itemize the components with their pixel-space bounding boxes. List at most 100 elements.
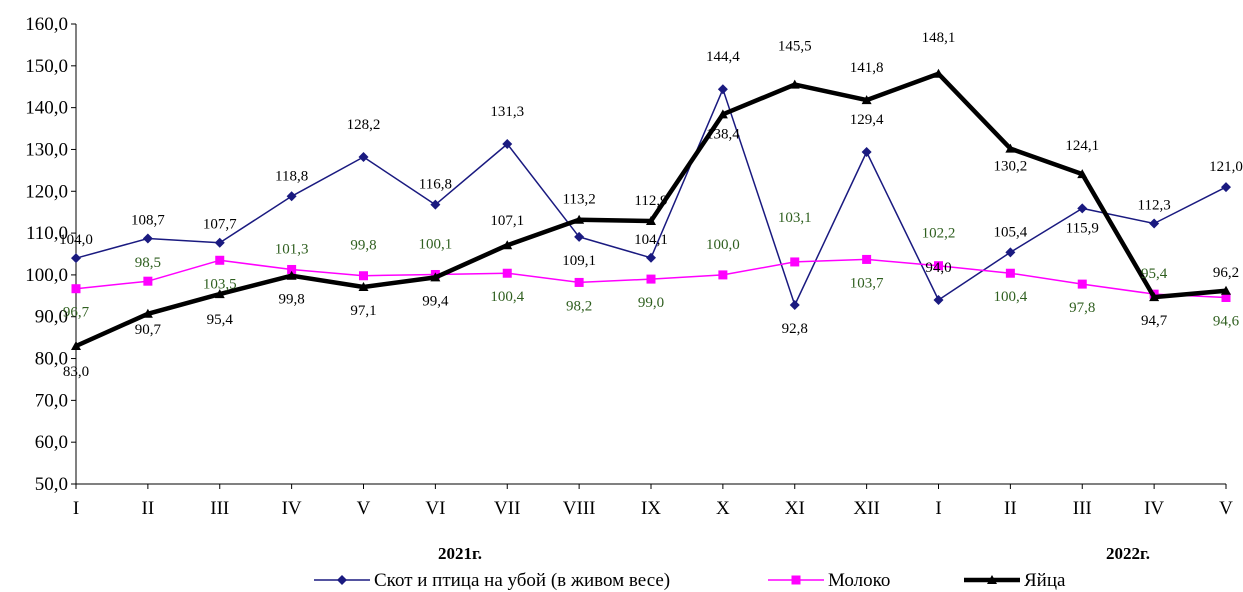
legend-item-3: Яйца bbox=[964, 570, 1066, 591]
x-tick-label: XI bbox=[785, 498, 805, 519]
data-label: 112,3 bbox=[1138, 197, 1171, 213]
data-label: 130,2 bbox=[994, 159, 1028, 175]
y-tick-label: 60,0 bbox=[35, 432, 68, 453]
data-label: 103,7 bbox=[850, 275, 884, 291]
data-point bbox=[502, 240, 513, 250]
data-label: 99,8 bbox=[350, 238, 376, 254]
year-label-2021: 2021г. bbox=[438, 544, 482, 563]
data-point bbox=[1149, 218, 1160, 229]
y-tick-label: 80,0 bbox=[35, 349, 68, 370]
data-point bbox=[861, 146, 872, 157]
data-point bbox=[502, 268, 512, 278]
data-label: 118,8 bbox=[275, 168, 308, 184]
data-label: 95,4 bbox=[207, 312, 234, 328]
legend: Скот и птица на убой (в живом весе) Молок… bbox=[314, 570, 1066, 591]
y-tick-label: 110,0 bbox=[26, 223, 68, 244]
data-point bbox=[286, 270, 297, 280]
x-tick-label: II bbox=[1004, 498, 1017, 519]
data-label: 95,4 bbox=[1141, 266, 1168, 282]
data-label: 129,4 bbox=[850, 112, 884, 128]
y-tick-label: 130,0 bbox=[25, 139, 68, 160]
y-tick-label: 90,0 bbox=[35, 307, 68, 328]
data-point bbox=[358, 282, 369, 292]
data-point bbox=[143, 276, 153, 286]
series-lines bbox=[71, 68, 1231, 350]
data-point bbox=[1077, 169, 1088, 179]
x-tick-label: I bbox=[935, 498, 941, 519]
data-label: 124,1 bbox=[1065, 138, 1099, 154]
x-tick-label: X bbox=[716, 498, 730, 519]
data-label: 98,2 bbox=[566, 298, 592, 314]
data-label: 94,7 bbox=[1141, 313, 1168, 329]
x-tick-label: VII bbox=[494, 498, 520, 519]
data-label: 90,7 bbox=[135, 322, 162, 338]
data-label: 128,2 bbox=[347, 117, 381, 133]
legend-marker bbox=[791, 575, 801, 585]
x-tick-label: IX bbox=[641, 498, 661, 519]
data-label: 141,8 bbox=[850, 60, 884, 76]
data-label: 105,4 bbox=[994, 224, 1028, 240]
data-point bbox=[1077, 279, 1087, 289]
data-point bbox=[789, 300, 800, 311]
data-label: 100,0 bbox=[706, 237, 740, 253]
data-point bbox=[933, 295, 944, 305]
data-point bbox=[142, 308, 153, 318]
data-point bbox=[861, 95, 872, 105]
data-label: 107,1 bbox=[490, 213, 524, 229]
data-label: 148,1 bbox=[922, 30, 956, 46]
data-label: 97,8 bbox=[1069, 300, 1095, 316]
y-tick-label: 100,0 bbox=[25, 265, 68, 286]
x-tick-label: V bbox=[1219, 498, 1233, 519]
legend-marker bbox=[987, 575, 997, 584]
data-label: 112,9 bbox=[634, 193, 667, 209]
x-tick-label: III bbox=[1073, 498, 1092, 519]
axes: 50,0 60,0 70,0 80,0 90,0 100,0 110,0 120,0 130,0… bbox=[25, 14, 1233, 519]
data-point bbox=[1005, 247, 1016, 258]
year-label-2022: 2022г. bbox=[1106, 544, 1150, 563]
data-point bbox=[142, 233, 153, 244]
data-label: 144,4 bbox=[706, 49, 740, 65]
data-label: 94,0 bbox=[925, 260, 951, 276]
data-point bbox=[1149, 292, 1160, 302]
y-tick-label: 140,0 bbox=[25, 98, 68, 119]
data-point bbox=[1077, 203, 1088, 214]
series-1 bbox=[71, 84, 1231, 311]
y-tick-label: 70,0 bbox=[35, 390, 68, 411]
x-tick-label: V bbox=[357, 498, 371, 519]
y-tick-label: 160,0 bbox=[25, 14, 68, 35]
data-point bbox=[574, 231, 585, 242]
data-labels: 104,0 108,7 107,7 118,8 128,2 116,8 131,3 109,1… bbox=[59, 30, 1243, 380]
data-label: 107,7 bbox=[203, 217, 237, 233]
data-label: 100,1 bbox=[419, 236, 453, 252]
data-point bbox=[215, 255, 225, 265]
data-point bbox=[789, 79, 800, 89]
data-label: 103,1 bbox=[778, 210, 812, 226]
data-label: 104,1 bbox=[634, 232, 668, 248]
data-label: 131,3 bbox=[490, 104, 524, 120]
data-point bbox=[214, 237, 225, 248]
data-label: 145,5 bbox=[778, 39, 812, 55]
data-point bbox=[214, 289, 225, 299]
data-label: 109,1 bbox=[562, 253, 596, 269]
data-point bbox=[862, 254, 872, 264]
data-point bbox=[717, 84, 728, 95]
data-point bbox=[358, 151, 369, 162]
data-point bbox=[646, 215, 656, 225]
y-tick-label: 50,0 bbox=[35, 474, 68, 495]
data-point bbox=[286, 191, 297, 202]
data-label: 138,4 bbox=[706, 126, 740, 142]
data-point bbox=[1221, 285, 1231, 295]
data-label: 102,2 bbox=[922, 226, 956, 242]
data-label: 99,4 bbox=[422, 293, 449, 309]
data-point bbox=[646, 274, 656, 284]
data-point bbox=[359, 271, 368, 281]
data-point bbox=[933, 68, 944, 78]
data-point bbox=[71, 253, 81, 264]
data-point bbox=[71, 284, 81, 294]
data-label: 104,0 bbox=[59, 232, 93, 248]
data-label: 99,0 bbox=[638, 295, 664, 311]
data-point bbox=[790, 257, 800, 267]
legend-item-1: Скот и птица на убой (в живом весе) bbox=[314, 570, 670, 591]
x-tick-label: VIII bbox=[563, 498, 596, 519]
